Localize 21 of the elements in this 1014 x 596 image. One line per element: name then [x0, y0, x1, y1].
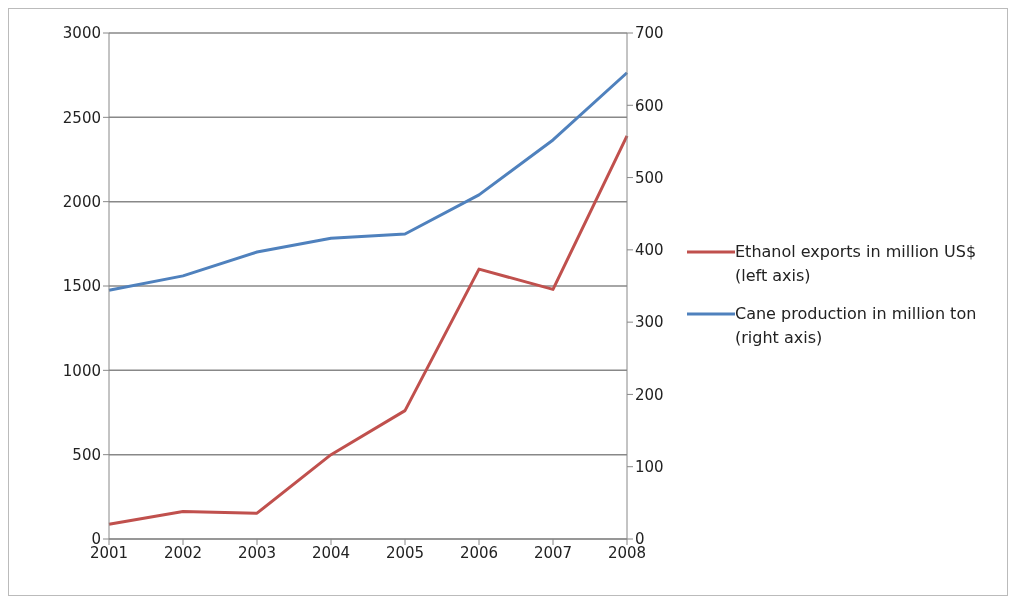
y-tick-label: 3000: [62, 24, 101, 43]
y-tick-label: 1500: [62, 277, 101, 296]
x-tick-label: 2006: [459, 543, 499, 562]
y2-tick-label: 500: [635, 168, 664, 187]
y2-tick-label: 600: [635, 96, 664, 115]
y2-tick-label: 200: [635, 385, 664, 404]
y-tick-label: 1000: [62, 361, 101, 380]
y2-tick-label: 400: [635, 241, 664, 260]
legend-label: Ethanol exports in million US$ (left axis): [735, 241, 978, 287]
y2-tick-label: 300: [635, 313, 664, 332]
y-tick-label: 2000: [62, 192, 101, 211]
x-tick-label: 2007: [533, 543, 573, 562]
y2-tick-label: 100: [635, 458, 664, 477]
x-tick-label: 2004: [311, 543, 351, 562]
x-tick-label: 2002: [163, 543, 203, 562]
x-tick-label: 2005: [385, 543, 425, 562]
y-tick-label: 500: [72, 445, 101, 464]
x-tick-label: 2003: [237, 543, 277, 562]
legend-label: Cane production in million ton (right axis): [735, 303, 978, 349]
y-tick-label: 2500: [62, 108, 101, 127]
y2-tick-label: 700: [635, 24, 664, 43]
